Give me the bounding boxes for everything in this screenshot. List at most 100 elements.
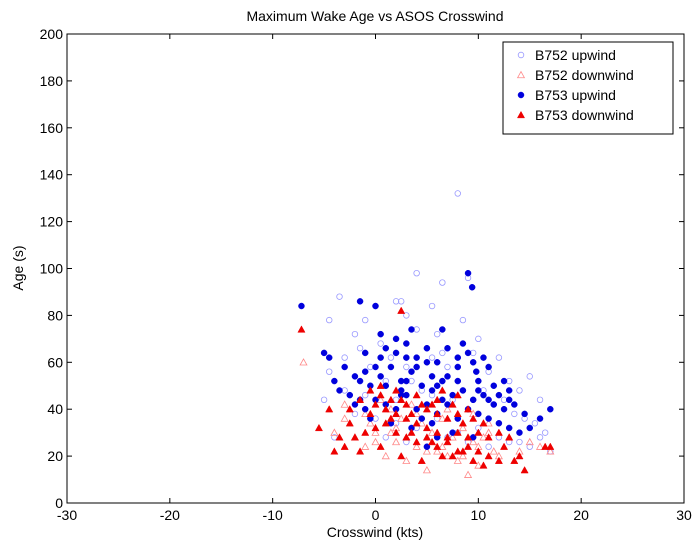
- data-point: [361, 405, 369, 413]
- data-point: [495, 420, 503, 427]
- data-point: [439, 326, 446, 333]
- data-point: [485, 443, 492, 450]
- data-point: [510, 456, 519, 464]
- data-point: [366, 386, 375, 394]
- y-tick-label: 60: [47, 354, 63, 370]
- data-point: [511, 401, 518, 408]
- data-point: [474, 461, 483, 469]
- data-point: [336, 387, 343, 394]
- data-point: [454, 190, 461, 197]
- data-point: [341, 354, 348, 361]
- data-point: [351, 401, 359, 408]
- data-point: [371, 428, 380, 436]
- legend-label: B752 upwind: [535, 47, 616, 63]
- data-point: [464, 433, 473, 441]
- data-point: [485, 363, 492, 371]
- data-point: [330, 447, 339, 455]
- data-point: [350, 433, 359, 441]
- data-point: [372, 302, 379, 310]
- data-point: [386, 428, 396, 436]
- data-point: [453, 456, 462, 464]
- data-point: [521, 410, 528, 418]
- data-point: [433, 409, 442, 418]
- y-tick-label: 40: [47, 401, 63, 417]
- data-point: [433, 428, 442, 436]
- data-point: [516, 438, 523, 446]
- data-point: [356, 298, 364, 305]
- data-point: [463, 470, 473, 478]
- data-point: [403, 312, 410, 319]
- data-point: [469, 437, 478, 446]
- data-point: [495, 391, 503, 399]
- data-point: [526, 424, 533, 432]
- data-point: [422, 447, 431, 455]
- data-point: [480, 391, 487, 399]
- legend-entry: B752 downwind: [516, 67, 634, 83]
- data-point: [391, 437, 401, 446]
- data-point: [479, 433, 488, 441]
- data-point: [500, 377, 508, 385]
- data-point: [475, 410, 482, 418]
- data-point: [417, 419, 426, 427]
- data-point: [464, 442, 473, 450]
- data-point: [479, 461, 488, 469]
- data-point: [433, 359, 441, 366]
- data-point: [536, 396, 544, 404]
- series-b753-downwind: [297, 306, 555, 474]
- data-point: [356, 395, 365, 403]
- chart-title: Maximum Wake Age vs ASOS Crosswind: [246, 8, 503, 24]
- data-point: [458, 451, 467, 460]
- data-point: [469, 414, 478, 422]
- data-point: [428, 400, 437, 408]
- data-point: [392, 349, 400, 357]
- data-point: [330, 428, 339, 436]
- data-point: [427, 428, 437, 436]
- y-tick-label: 200: [40, 26, 64, 42]
- data-point: [433, 382, 441, 389]
- data-point: [299, 358, 308, 366]
- data-point: [423, 359, 431, 366]
- data-point: [453, 428, 462, 436]
- legend-label: B752 downwind: [535, 67, 634, 83]
- data-point: [366, 419, 375, 427]
- data-point: [376, 395, 385, 403]
- data-point: [371, 423, 380, 432]
- data-point: [443, 451, 452, 460]
- data-point: [392, 428, 401, 436]
- data-point: [490, 401, 498, 408]
- data-point: [356, 447, 365, 455]
- data-point: [458, 447, 467, 455]
- data-point: [443, 404, 452, 413]
- x-axis-title: Crosswind (kts): [327, 524, 423, 540]
- y-tick-label: 160: [40, 120, 64, 136]
- data-point: [480, 354, 487, 361]
- data-point: [494, 456, 503, 464]
- data-point: [438, 414, 447, 422]
- y-axis-title: Age (s): [10, 245, 26, 290]
- data-point: [371, 400, 380, 408]
- data-point: [297, 325, 306, 333]
- data-point: [408, 326, 415, 333]
- data-point: [392, 396, 400, 404]
- data-point: [505, 433, 514, 441]
- legend-entry: B753 upwind: [517, 87, 616, 103]
- data-point: [377, 354, 384, 361]
- data-point: [459, 316, 467, 324]
- data-point: [340, 414, 349, 422]
- data-point: [387, 354, 395, 361]
- data-point: [412, 442, 421, 450]
- data-point: [433, 442, 442, 450]
- legend-box: [502, 41, 674, 135]
- data-point: [376, 442, 385, 450]
- data-point: [397, 306, 406, 314]
- data-point: [453, 409, 462, 418]
- data-point: [376, 391, 385, 399]
- data-point: [392, 335, 400, 343]
- data-point: [417, 456, 426, 464]
- data-point: [484, 433, 493, 441]
- legend-marker: [516, 70, 526, 79]
- data-point: [371, 437, 380, 446]
- data-point: [422, 405, 431, 413]
- data-point: [468, 284, 476, 291]
